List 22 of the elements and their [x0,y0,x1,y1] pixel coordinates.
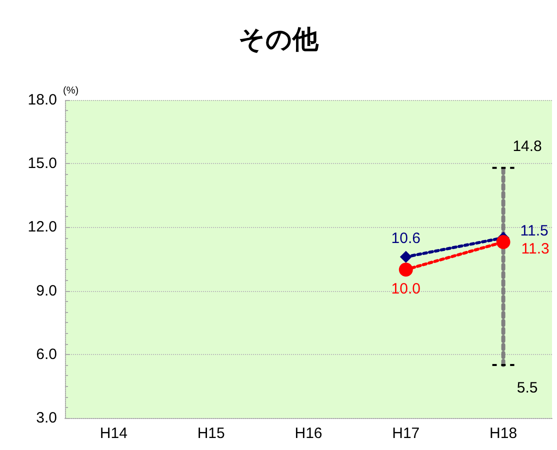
x-tick-label: H14 [100,425,128,442]
y-tick-label: 6.0 [36,346,57,363]
point [400,250,412,263]
chart-title: その他 [238,25,320,55]
y-tick-label: 12.0 [28,218,57,236]
y-tick-label: 9.0 [36,282,57,300]
point [496,235,510,250]
data-label: 10.0 [391,280,420,298]
data-label: 5.5 [516,380,538,397]
x-tick-label: H17 [392,425,420,442]
y-tick-label: 3.0 [36,410,57,426]
x-tick-label: H18 [490,425,518,442]
data-label: 11.5 [520,222,548,240]
y-axis-title: (%) [63,86,79,96]
data-label: 10.6 [391,230,420,247]
x-tick-label: H15 [197,425,225,442]
x-tick-label: H16 [294,425,322,442]
point [398,262,413,277]
data-label: 14.8 [512,138,542,156]
y-tick-label: 18.0 [28,92,57,108]
y-tick-label: 15.0 [28,155,57,172]
data-label: 11.3 [521,240,550,258]
